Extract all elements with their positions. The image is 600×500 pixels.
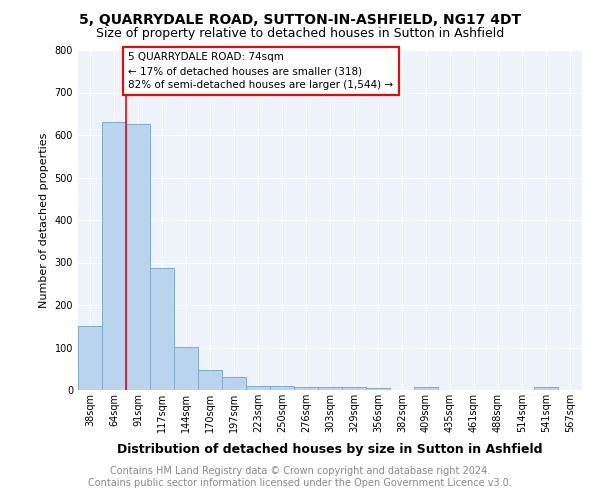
Bar xyxy=(270,386,294,390)
Bar xyxy=(294,386,318,390)
X-axis label: Distribution of detached houses by size in Sutton in Ashfield: Distribution of detached houses by size … xyxy=(117,444,543,456)
Bar xyxy=(342,387,366,390)
Bar xyxy=(222,377,246,390)
Bar xyxy=(414,387,438,390)
Y-axis label: Number of detached properties: Number of detached properties xyxy=(39,132,49,308)
Bar xyxy=(126,124,150,390)
Text: Size of property relative to detached houses in Sutton in Ashfield: Size of property relative to detached ho… xyxy=(96,28,504,40)
Bar xyxy=(150,268,174,390)
Text: Contains HM Land Registry data © Crown copyright and database right 2024.
Contai: Contains HM Land Registry data © Crown c… xyxy=(88,466,512,487)
Bar xyxy=(174,346,198,390)
Bar xyxy=(318,386,342,390)
Bar xyxy=(78,326,102,390)
Text: 5 QUARRYDALE ROAD: 74sqm
← 17% of detached houses are smaller (318)
82% of semi-: 5 QUARRYDALE ROAD: 74sqm ← 17% of detach… xyxy=(128,52,394,90)
Text: 5, QUARRYDALE ROAD, SUTTON-IN-ASHFIELD, NG17 4DT: 5, QUARRYDALE ROAD, SUTTON-IN-ASHFIELD, … xyxy=(79,12,521,26)
Bar xyxy=(534,386,558,390)
Bar xyxy=(366,388,390,390)
Bar xyxy=(102,122,126,390)
Bar xyxy=(246,386,270,390)
Bar xyxy=(198,370,222,390)
